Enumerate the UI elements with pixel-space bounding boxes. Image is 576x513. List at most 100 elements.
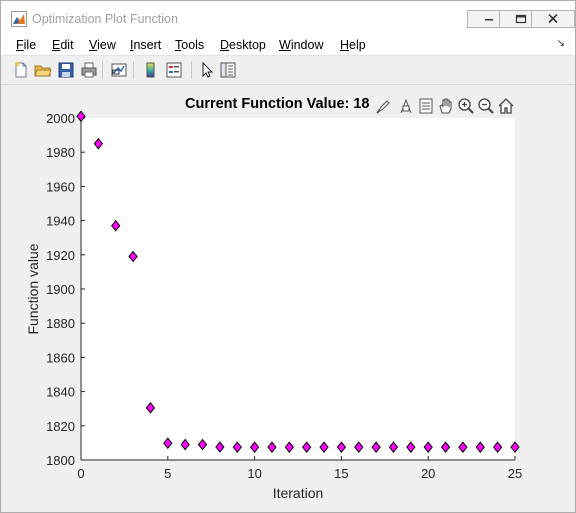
data-point-marker bbox=[163, 437, 173, 450]
data-point-marker bbox=[302, 441, 312, 453]
menu-insert[interactable]: Insert bbox=[130, 38, 161, 52]
data-point-marker bbox=[458, 441, 468, 453]
data-point-marker bbox=[232, 441, 242, 453]
title-bar[interactable]: Optimization Plot Function bbox=[1, 1, 575, 33]
zoom-out-icon[interactable] bbox=[477, 97, 495, 115]
edit-plot-arrow-icon[interactable] bbox=[198, 61, 216, 79]
y-tick-label: 1960 bbox=[46, 179, 75, 194]
menu-help-accelerator: H bbox=[340, 38, 350, 52]
data-point-marker bbox=[510, 441, 520, 453]
link-plot-icon[interactable] bbox=[110, 61, 128, 79]
y-tick-label: 1900 bbox=[46, 282, 75, 297]
y-tick-label: 1860 bbox=[46, 350, 75, 365]
legend-icon[interactable] bbox=[165, 61, 183, 79]
x-tick-label: 25 bbox=[508, 466, 522, 481]
toolbar-separator bbox=[102, 61, 103, 79]
menu-tools-label: ools bbox=[181, 38, 205, 52]
close-button[interactable] bbox=[531, 10, 575, 28]
y-tick-label: 1820 bbox=[46, 419, 75, 434]
menu-desktop-accelerator: D bbox=[220, 38, 230, 52]
menu-bar: File Edit View Insert Tools Desktop Wind… bbox=[1, 33, 575, 56]
menu-view-accelerator: V bbox=[89, 38, 98, 52]
data-point-marker bbox=[440, 441, 451, 453]
pan-icon[interactable] bbox=[437, 97, 455, 115]
menu-tools[interactable]: Tools bbox=[175, 38, 204, 52]
data-point-marker bbox=[284, 441, 294, 453]
open-file-icon[interactable] bbox=[34, 61, 52, 79]
menu-view-label: iew bbox=[97, 38, 116, 52]
y-tick-label: 2000 bbox=[46, 111, 75, 126]
x-tick-label: 10 bbox=[247, 466, 261, 481]
axes-background[interactable] bbox=[81, 118, 515, 460]
data-point-marker bbox=[423, 441, 433, 453]
data-point-marker bbox=[197, 438, 208, 451]
data-point-marker bbox=[76, 110, 86, 123]
y-axis-label: Function value bbox=[25, 243, 41, 334]
toolbar-separator bbox=[191, 61, 192, 79]
new-figure-icon[interactable] bbox=[12, 61, 30, 79]
data-point-marker bbox=[111, 219, 121, 232]
figure-toolbar bbox=[1, 56, 575, 85]
data-point-marker bbox=[267, 441, 277, 453]
data-point-marker bbox=[475, 441, 485, 453]
menu-window-label: indow bbox=[290, 38, 324, 52]
menu-edit[interactable]: Edit bbox=[52, 38, 74, 52]
y-tick-label: 1920 bbox=[46, 248, 75, 263]
data-point-marker bbox=[336, 441, 347, 453]
maximize-icon bbox=[515, 14, 527, 24]
data-tips-icon[interactable] bbox=[397, 97, 415, 115]
print-icon[interactable] bbox=[80, 61, 98, 79]
menu-help[interactable]: Help bbox=[340, 38, 366, 52]
data-point-marker bbox=[93, 137, 104, 150]
menu-insert-accelerator: I bbox=[130, 38, 134, 52]
minimize-icon bbox=[485, 19, 493, 21]
menu-window-accelerator: W bbox=[279, 38, 291, 52]
menu-tools-accelerator: T bbox=[175, 38, 182, 52]
x-tick-label: 15 bbox=[334, 466, 348, 481]
x-axis-label: Iteration bbox=[273, 485, 324, 501]
colorbar-icon[interactable] bbox=[142, 61, 160, 79]
x-tick-label: 0 bbox=[77, 466, 84, 481]
x-tick-label: 20 bbox=[421, 466, 435, 481]
window-title: Optimization Plot Function bbox=[32, 12, 178, 26]
close-icon bbox=[548, 14, 558, 24]
y-tick-label: 1840 bbox=[46, 385, 75, 400]
home-icon[interactable] bbox=[497, 97, 515, 115]
data-point-marker bbox=[354, 441, 364, 453]
menu-file[interactable]: File bbox=[16, 38, 36, 52]
data-point-marker bbox=[406, 441, 416, 453]
data-point-marker bbox=[249, 441, 260, 453]
data-markers bbox=[76, 110, 520, 453]
y-tick-label: 1980 bbox=[46, 145, 75, 160]
plot-title: Current Function Value: 18 bbox=[185, 96, 370, 112]
data-point-marker bbox=[388, 441, 399, 453]
x-tick-label: 5 bbox=[164, 466, 171, 481]
data-point-marker bbox=[371, 441, 381, 453]
zoom-in-icon[interactable] bbox=[457, 97, 475, 115]
data-point-marker bbox=[215, 441, 225, 453]
menu-insert-label: nsert bbox=[133, 38, 162, 52]
axes-layer: 0 5 10 15 20 25 1800 1820 1840 1860 1880 1900 1920 19… bbox=[46, 111, 522, 481]
menu-dock-arrow-icon[interactable]: ↘ bbox=[556, 38, 565, 49]
save-icon[interactable] bbox=[57, 61, 75, 79]
axes-toolbar bbox=[375, 95, 515, 117]
property-inspector-icon[interactable] bbox=[219, 61, 237, 79]
restore-view-icon[interactable] bbox=[417, 97, 435, 115]
menu-file-accelerator: F bbox=[16, 38, 24, 52]
data-point-marker bbox=[128, 250, 138, 263]
brush-icon[interactable] bbox=[375, 97, 393, 115]
data-point-marker bbox=[145, 402, 156, 414]
data-point-marker bbox=[180, 438, 190, 451]
menu-edit-label: dit bbox=[60, 38, 74, 52]
data-point-marker bbox=[492, 441, 503, 453]
menu-window[interactable]: Window bbox=[279, 38, 323, 52]
toolbar-separator bbox=[133, 61, 134, 79]
y-tick-label: 1940 bbox=[46, 214, 75, 229]
y-tick-label: 1880 bbox=[46, 316, 75, 331]
data-point-marker bbox=[319, 441, 329, 453]
menu-desktop[interactable]: Desktop bbox=[220, 38, 266, 52]
menu-view[interactable]: View bbox=[89, 38, 116, 52]
menu-file-label: ile bbox=[23, 38, 37, 52]
menu-desktop-label: esktop bbox=[229, 38, 266, 52]
